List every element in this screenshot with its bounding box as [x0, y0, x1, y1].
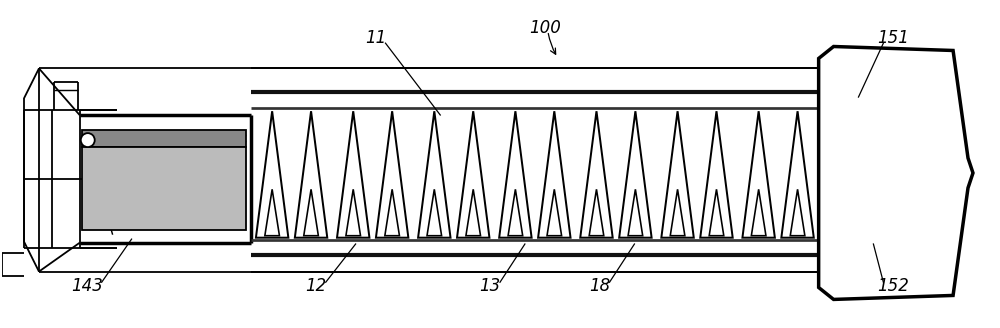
- Text: 18: 18: [589, 277, 610, 296]
- Circle shape: [81, 133, 95, 147]
- Polygon shape: [742, 111, 775, 238]
- Polygon shape: [376, 111, 408, 238]
- Polygon shape: [385, 189, 399, 236]
- Polygon shape: [457, 111, 489, 238]
- Text: 12: 12: [305, 277, 326, 296]
- Polygon shape: [418, 111, 451, 238]
- Polygon shape: [427, 189, 442, 236]
- Text: 151: 151: [877, 29, 909, 47]
- Polygon shape: [709, 189, 724, 236]
- Text: 100: 100: [529, 19, 561, 37]
- Polygon shape: [256, 111, 288, 238]
- Polygon shape: [819, 47, 973, 299]
- Polygon shape: [304, 189, 318, 236]
- Polygon shape: [790, 189, 805, 236]
- Polygon shape: [499, 111, 532, 238]
- Polygon shape: [670, 189, 685, 236]
- Polygon shape: [589, 189, 604, 236]
- Polygon shape: [466, 189, 481, 236]
- Polygon shape: [265, 189, 279, 236]
- Polygon shape: [82, 130, 246, 147]
- Text: 11: 11: [365, 29, 386, 47]
- Polygon shape: [508, 189, 523, 236]
- Text: 143: 143: [71, 277, 103, 296]
- Polygon shape: [295, 111, 327, 238]
- Polygon shape: [538, 111, 571, 238]
- Polygon shape: [619, 111, 652, 238]
- Polygon shape: [82, 147, 246, 230]
- Polygon shape: [580, 111, 613, 238]
- Polygon shape: [751, 189, 766, 236]
- Polygon shape: [346, 189, 361, 236]
- Polygon shape: [337, 111, 369, 238]
- Polygon shape: [700, 111, 733, 238]
- Polygon shape: [547, 189, 562, 236]
- Text: 13: 13: [479, 277, 501, 296]
- Polygon shape: [661, 111, 694, 238]
- Text: 152: 152: [877, 277, 909, 296]
- Polygon shape: [628, 189, 643, 236]
- Polygon shape: [781, 111, 814, 238]
